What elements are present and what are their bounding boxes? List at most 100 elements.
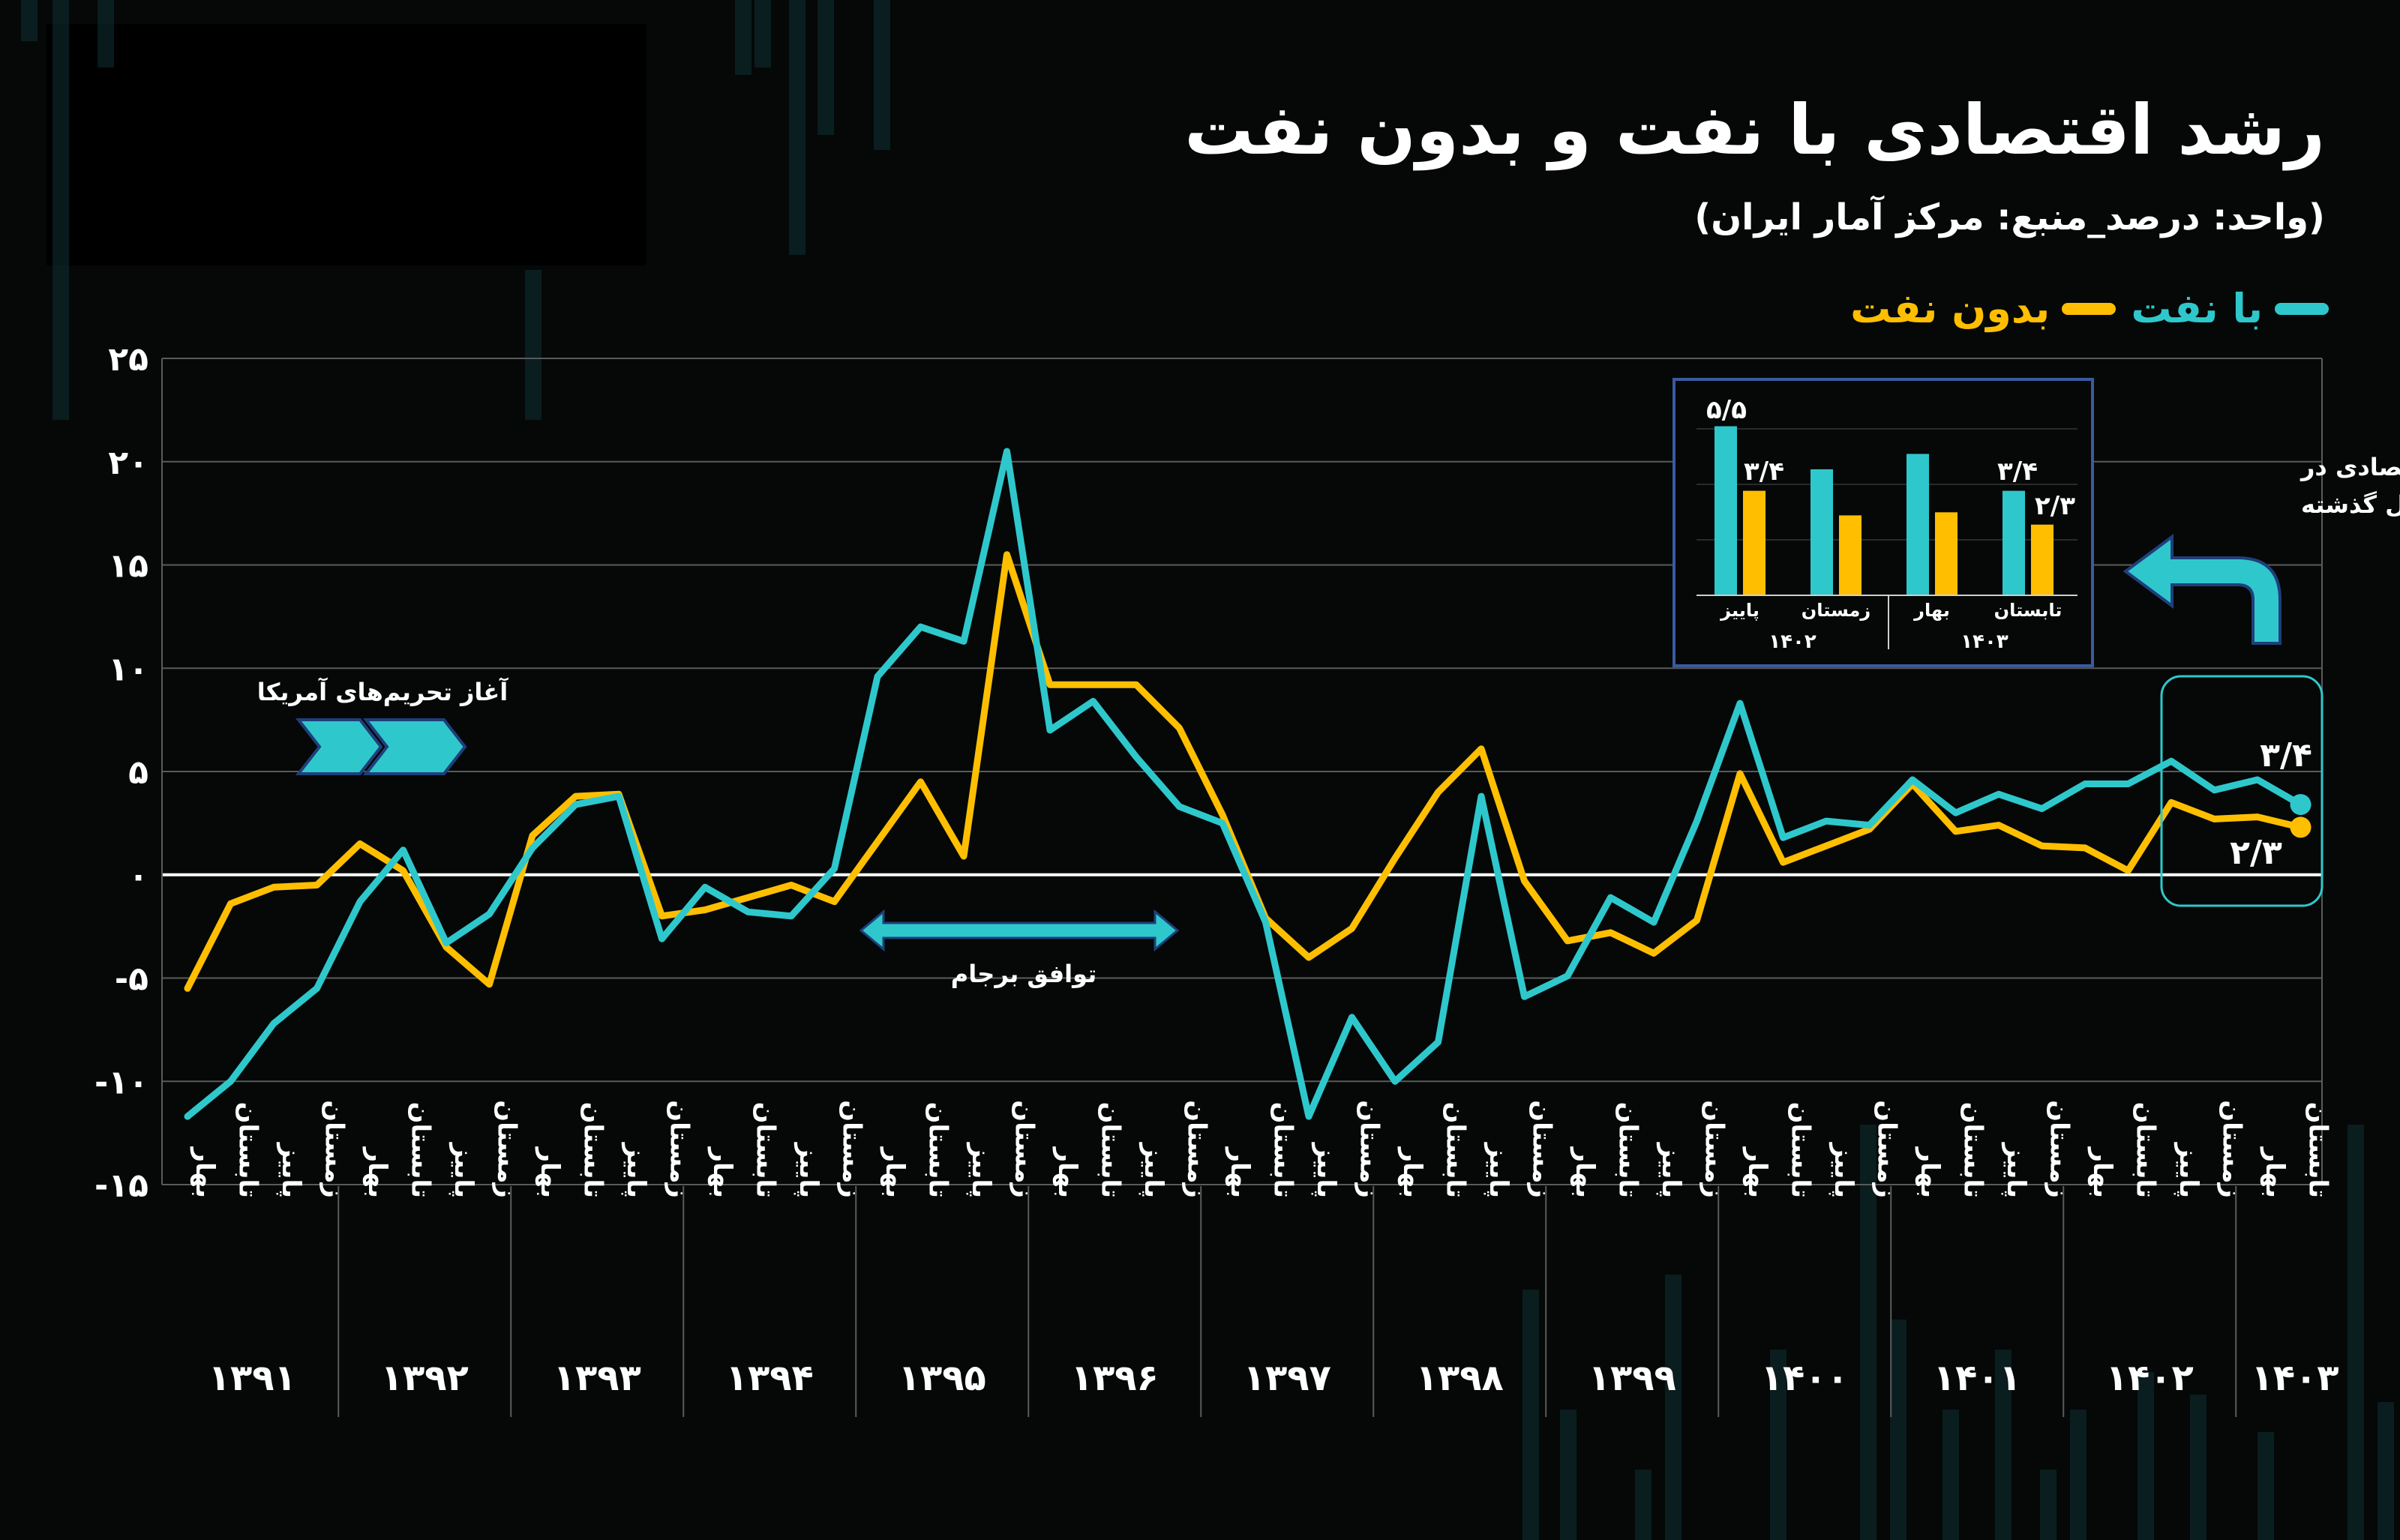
inset-bar-without-oil <box>2031 524 2054 595</box>
background-bar <box>2070 1410 2086 1540</box>
y-tick-label: ۵ <box>128 754 148 792</box>
x-tick-label: تابستان <box>1096 1101 1126 1198</box>
year-label: ۱۳۹۹ <box>1588 1357 1676 1399</box>
background-bar <box>1770 1350 1786 1540</box>
x-tick-label: تابستان <box>1268 1101 1298 1198</box>
y-tick-label: ۱۰ <box>108 650 148 688</box>
background-bar <box>735 0 752 75</box>
background-bar <box>1522 1290 1539 1540</box>
inset-category-labels: پاییز زمستان بهار تابستان <box>1720 600 2062 621</box>
background-bar <box>2348 1125 2364 1540</box>
background-bar <box>1942 1410 1959 1540</box>
x-tick-label: تابستان <box>1613 1101 1643 1198</box>
year-label: ۱۳۹۲ <box>381 1357 469 1399</box>
x-tick-label: بهار <box>1742 1146 1772 1198</box>
chart-subtitle: (واحد: درصد_منبع: مرکز آمار ایران) <box>1694 196 2325 238</box>
y-tick-label: -۱۰ <box>94 1063 148 1101</box>
y-tick-label: -۵ <box>115 960 148 999</box>
x-tick-label: بهار <box>707 1146 737 1198</box>
x-tick-label: بهار <box>362 1146 392 1198</box>
legend-item-with-oil: با نفت <box>2131 285 2329 332</box>
recent-year-highlight <box>2160 675 2324 907</box>
x-tick-label: تابستان <box>1786 1101 1816 1198</box>
background-bar <box>2378 1402 2394 1540</box>
legend: با نفت بدون نفت <box>1850 285 2329 332</box>
y-axis: ۲۵ ۲۰ ۱۵ ۱۰ ۵ ۰ -۵ -۱۰ -۱۵ <box>94 340 148 1205</box>
x-tick-label: پاییز <box>621 1142 651 1198</box>
x-tick-label: زمستان <box>1354 1100 1384 1198</box>
background-bar <box>2258 1432 2274 1540</box>
inset-year-1403: ۱۴۰۳ <box>1960 631 2008 653</box>
background-bar <box>1995 1350 2012 1540</box>
x-tick-label: بهار <box>1915 1146 1945 1198</box>
x-tick-label: پاییز <box>1484 1142 1514 1198</box>
background-bar <box>2190 1395 2206 1540</box>
background-bar <box>2040 1470 2056 1540</box>
legend-swatch-with-oil <box>2275 302 2329 315</box>
inset-bar-with-oil <box>1906 454 1929 595</box>
inset-bar-with-oil <box>1714 426 1737 595</box>
x-tick-label: پاییز <box>448 1142 478 1198</box>
x-tick-label: بهار <box>880 1146 910 1198</box>
x-tick-label: بهار <box>1052 1146 1082 1198</box>
x-tick-label: بهار <box>2087 1146 2117 1198</box>
x-tick-label: زمستان <box>837 1100 867 1198</box>
inset-bars <box>1714 426 2054 595</box>
inset-year-1402: ۱۴۰۲ <box>1768 631 1816 653</box>
inset-label-last-with: ۳/۴ <box>1997 457 2038 487</box>
inset-category-label: بهار <box>1913 600 1950 621</box>
x-tick-label: تابستان <box>2131 1101 2161 1198</box>
inset-category-label: تابستان <box>1994 600 2062 621</box>
x-tick-label: پاییز <box>1311 1142 1341 1198</box>
x-tick-label: بهار <box>2260 1146 2290 1198</box>
sanctions-chevron-icon <box>295 718 467 775</box>
endpoint-without-oil <box>2290 816 2312 838</box>
background-bar <box>1560 1410 1576 1540</box>
x-tick-label: بهار <box>1397 1146 1427 1198</box>
series-line-with-oil <box>184 448 2304 1120</box>
year-label: ۱۳۹۷ <box>1244 1357 1331 1399</box>
endpoint-with-oil <box>2290 794 2312 816</box>
inset-category-label: پاییز <box>1720 600 1760 621</box>
x-tick-label: تابستان <box>406 1101 436 1198</box>
curved-arrow-icon <box>2122 534 2282 645</box>
x-tick-label: پاییز <box>1138 1142 1168 1198</box>
legend-label-with-oil: با نفت <box>2131 285 2263 332</box>
year-label: ۱۳۹۳ <box>554 1357 641 1399</box>
background-bar <box>2138 1372 2154 1540</box>
x-tick-label: زمستان <box>664 1100 694 1198</box>
background-bar <box>98 0 114 67</box>
legend-label-without-oil: بدون نفت <box>1850 285 2050 332</box>
x-tick-label: بهار <box>190 1146 220 1198</box>
x-tick-label: پاییز <box>966 1142 996 1198</box>
x-tick-label: زمستان <box>1700 1100 1730 1198</box>
x-tick-label: تابستان <box>751 1101 781 1198</box>
inset-label-first-with: ۵/۵ <box>1706 395 1747 425</box>
x-tick-label: تابستان <box>2303 1101 2333 1198</box>
x-tick-label: بهار <box>1225 1146 1255 1198</box>
last-value-without-oil-label: ۲/۳ <box>2230 834 2282 872</box>
x-tick-label: زمستان <box>320 1100 350 1198</box>
year-label: ۱۳۹۵ <box>898 1357 986 1399</box>
x-tick-label: زمستان <box>1527 1100 1557 1198</box>
x-axis: بهار تابستان پاییز زمستان بهار تابستان پاییز زم… <box>190 1100 2339 1417</box>
year-label: ۱۳۹۴ <box>726 1357 814 1399</box>
x-tick-label: پاییز <box>2001 1142 2031 1198</box>
x-tick-label: زمستان <box>1010 1100 1040 1198</box>
background-bar <box>754 0 771 67</box>
inset-label-first-without: ۳/۴ <box>1744 457 1784 487</box>
background-bar <box>1860 1125 1876 1540</box>
inset-bar-with-oil <box>1810 469 1833 595</box>
background-bar <box>789 0 806 255</box>
y-tick-label: ۲۰ <box>108 444 148 482</box>
inset-bar-without-oil <box>1743 490 1766 595</box>
inset-bar-without-oil <box>1935 512 1958 595</box>
inset-bar-with-oil <box>2002 490 2025 595</box>
y-tick-label: ۰ <box>128 857 148 895</box>
x-tick-label: تابستان <box>233 1101 263 1198</box>
inset-label-last-without: ۲/۳ <box>2035 491 2075 521</box>
series-lines <box>184 448 2312 1120</box>
